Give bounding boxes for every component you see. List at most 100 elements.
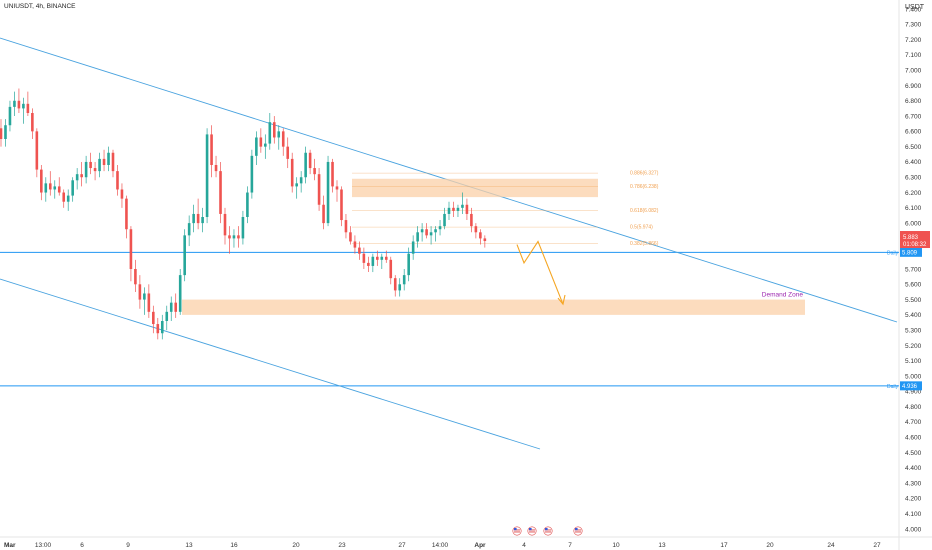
candle-body xyxy=(125,198,128,230)
time-tick-label: 27 xyxy=(873,542,881,549)
candle-body xyxy=(210,134,213,165)
projection-arrowhead xyxy=(557,294,566,306)
candle-body xyxy=(111,152,115,172)
candle-body xyxy=(438,226,442,230)
fib-label: 0.618(6.082) xyxy=(630,208,659,214)
flag-canton xyxy=(575,528,578,531)
price-tick-label: 5.300 xyxy=(905,327,922,334)
candle-body xyxy=(407,253,410,276)
candle-body xyxy=(160,321,164,334)
lower-channel-line xyxy=(0,278,541,450)
candle-body xyxy=(349,232,352,242)
candle-body xyxy=(322,204,325,224)
daily-level-badge xyxy=(900,381,922,391)
candle-body xyxy=(152,311,155,325)
candle-body xyxy=(0,128,3,139)
flag-stripe xyxy=(514,529,520,531)
price-tick-label: 6.800 xyxy=(905,98,922,105)
flag-canton xyxy=(529,528,532,531)
flag-stripe xyxy=(545,529,551,531)
price-tick-label: 7.200 xyxy=(905,37,922,44)
price-tick-label: 4.000 xyxy=(905,526,922,533)
candle-body xyxy=(268,122,272,144)
fib-label: 0.786(6.238) xyxy=(630,184,659,190)
candle-body xyxy=(434,229,437,233)
candle-body xyxy=(116,171,119,190)
time-tick-label: 9 xyxy=(126,542,130,549)
candle-body xyxy=(362,253,366,263)
price-tick-label: 4.700 xyxy=(905,419,922,426)
candle-body xyxy=(286,146,290,159)
time-tick-label: Mar xyxy=(4,542,16,549)
bar-countdown: 01:08:32 xyxy=(903,242,927,248)
supply-zone xyxy=(352,178,598,198)
candle-body xyxy=(22,103,25,109)
candle-body xyxy=(326,161,330,224)
price-tick-label: 4.100 xyxy=(905,511,922,518)
price-tick-label: 6.100 xyxy=(905,205,922,212)
price-tick-label: 5.700 xyxy=(905,266,922,273)
candle-body xyxy=(93,168,97,172)
candle-body xyxy=(53,186,57,190)
candle-body xyxy=(398,284,402,291)
price-tick-label: 5.200 xyxy=(905,343,922,350)
candle-body xyxy=(102,158,106,165)
candle-body xyxy=(443,213,446,227)
flag-stripe xyxy=(529,531,535,533)
candle-body xyxy=(308,152,312,169)
event-markers xyxy=(512,526,583,536)
current-price-value: 5.883 xyxy=(903,235,919,241)
candle-body xyxy=(353,241,357,248)
candle-body xyxy=(169,302,173,312)
candle-body xyxy=(344,220,348,233)
candle-body xyxy=(290,158,294,187)
candle-body xyxy=(4,125,7,139)
candle-body xyxy=(178,275,182,312)
price-tick-label: 4.400 xyxy=(905,465,922,472)
us-flag-icon xyxy=(573,526,583,536)
candle-body xyxy=(147,293,151,312)
candle-body xyxy=(219,171,222,214)
time-tick-label: 4 xyxy=(522,542,526,549)
candle-body xyxy=(335,186,339,190)
candle-body xyxy=(465,204,469,214)
candle-body xyxy=(232,235,236,239)
daily-level-value: 5.809 xyxy=(902,251,918,257)
price-tick-label: 4.200 xyxy=(905,496,922,503)
candle-body xyxy=(143,293,146,300)
fibonacci-levels: 0.886(6.327) 0.786(6.238) 0.618(6.082) 0.5(… xyxy=(352,171,659,247)
price-tick-label: 4.800 xyxy=(905,404,922,411)
candle-body xyxy=(26,103,30,113)
candle-body xyxy=(66,195,70,202)
candle-body xyxy=(129,229,133,269)
price-axis-ticks: 7.400 7.300 7.200 7.100 7.000 6.900 6.800 6.700… xyxy=(905,6,922,533)
price-tick-label: 6.500 xyxy=(905,144,922,151)
candle-body xyxy=(196,213,200,224)
price-tick-label: 4.300 xyxy=(905,480,922,487)
candle-body xyxy=(272,122,276,138)
candle-body xyxy=(429,232,433,236)
price-tick-label: 6.200 xyxy=(905,190,922,197)
price-tick-label: 7.400 xyxy=(905,6,922,13)
price-tick-label: 5.600 xyxy=(905,282,922,289)
time-tick-label: 27 xyxy=(398,542,406,549)
us-flag-icon xyxy=(512,526,522,536)
candle-body xyxy=(461,204,464,208)
projection-line xyxy=(516,240,564,305)
time-tick-label: 13 xyxy=(185,542,193,549)
candle-body xyxy=(107,152,110,165)
candle-body xyxy=(281,131,285,147)
price-tick-label: 6.000 xyxy=(905,220,922,227)
candle-body xyxy=(425,229,428,236)
time-tick-label: 23 xyxy=(338,542,346,549)
candle-body xyxy=(340,189,343,221)
candle-body xyxy=(201,217,204,224)
candle-body xyxy=(62,192,66,202)
candle-body xyxy=(205,134,209,217)
demand-zone-label: Demand Zone xyxy=(762,292,804,299)
price-tick-label: 7.000 xyxy=(905,67,922,74)
candle-body xyxy=(295,183,298,187)
